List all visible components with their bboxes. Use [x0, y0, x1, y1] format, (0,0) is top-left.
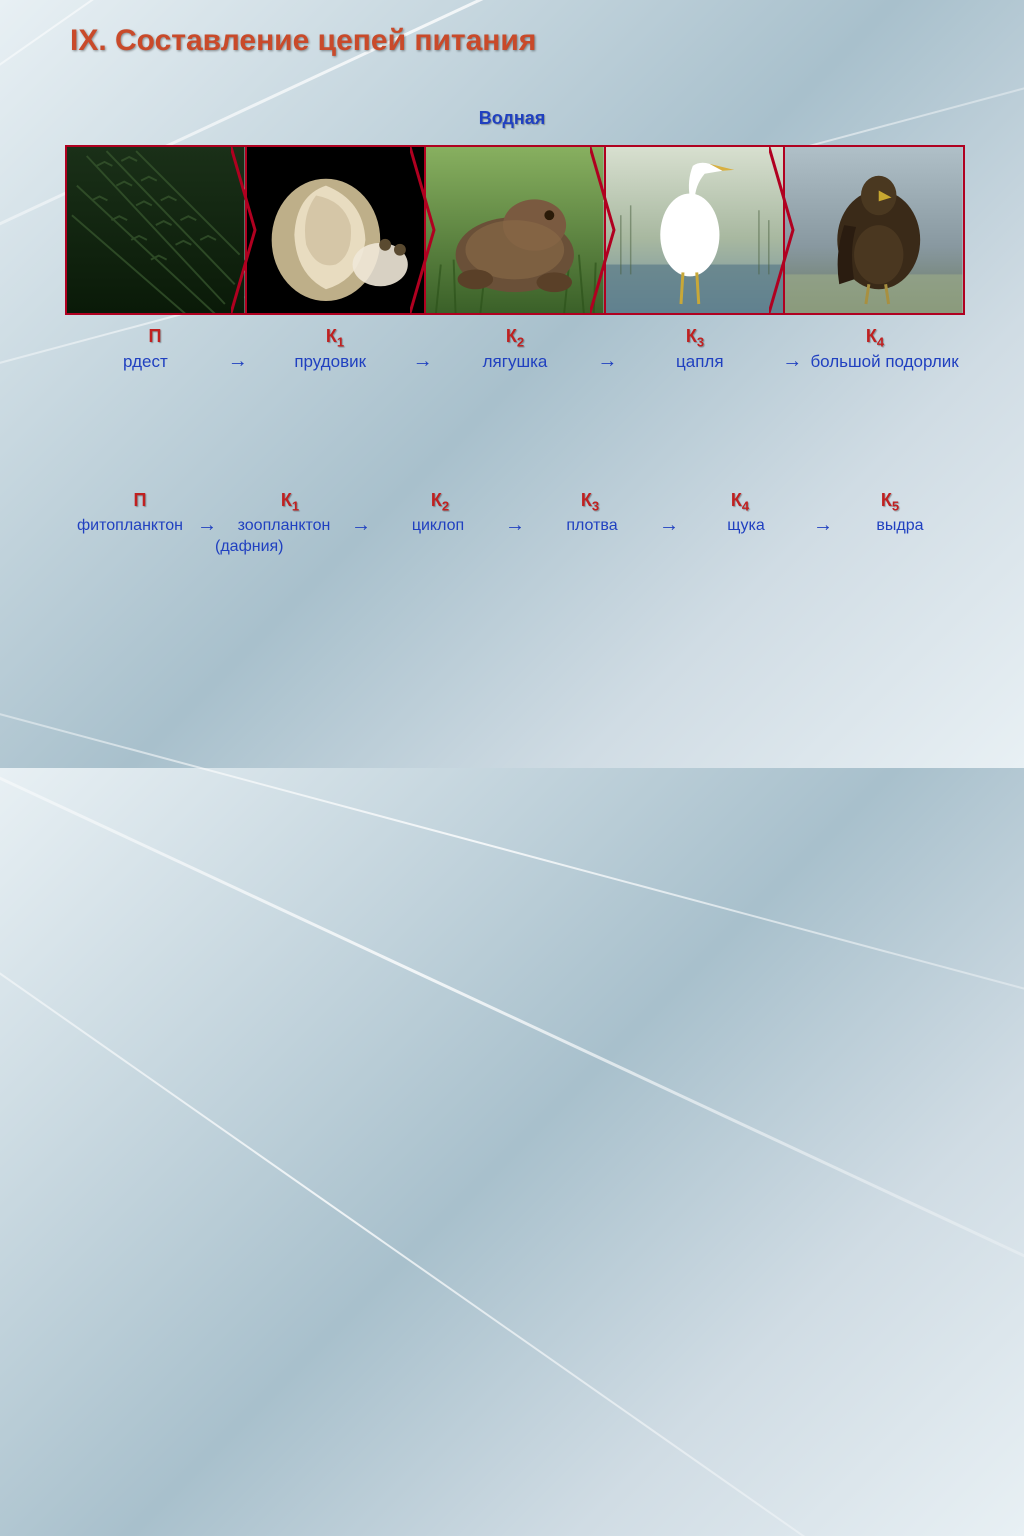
- chain1-roles-row: ПК1К2К3К4: [65, 326, 965, 350]
- trophic-role-label: К3: [515, 490, 665, 514]
- organism-name: плотва: [527, 517, 657, 535]
- arrow-icon: →: [503, 514, 527, 537]
- bg-streak: [0, 576, 1024, 1108]
- chain1-names-row: рдест→прудовик→лягушка→цапля→большой под…: [65, 350, 965, 373]
- organism-name: большой подорлик: [804, 352, 965, 372]
- organism-name: зоопланктон: [219, 517, 349, 535]
- arrow-icon: →: [411, 350, 435, 373]
- organism-name: фитопланктон: [65, 517, 195, 535]
- trophic-role-label: П: [65, 490, 215, 514]
- bg-streak: [0, 615, 1024, 1536]
- frog-image: [426, 147, 606, 313]
- heron-image: [606, 147, 786, 313]
- arrow-icon: →: [349, 514, 373, 537]
- arrow-icon: →: [657, 514, 681, 537]
- arrow-icon: →: [811, 514, 835, 537]
- organism-name: рдест: [65, 352, 226, 372]
- organism-name: щука: [681, 517, 811, 535]
- trophic-role-label: К1: [245, 326, 425, 350]
- snail-image: [247, 147, 427, 313]
- trophic-role-label: К2: [425, 326, 605, 350]
- eagle-image: [785, 147, 963, 313]
- trophic-role-label: К1: [215, 490, 365, 514]
- pondweed-image: [67, 147, 247, 313]
- organism-name: циклоп: [373, 517, 503, 535]
- slide-subtitle: Водная: [0, 108, 1024, 129]
- chain2-sublabel: (дафния): [215, 538, 284, 556]
- trophic-role-label: П: [65, 326, 245, 350]
- bg-streak: [0, 538, 1024, 1406]
- arrow-icon: →: [595, 350, 619, 373]
- arrow-icon: →: [226, 350, 250, 373]
- trophic-role-label: К5: [815, 490, 965, 514]
- slide-title: IX. Составление цепей питания: [70, 24, 536, 58]
- organism-name: цапля: [619, 352, 780, 372]
- trophic-role-label: К4: [665, 490, 815, 514]
- organism-name: лягушка: [435, 352, 596, 372]
- trophic-role-label: К4: [785, 326, 965, 350]
- organism-name: выдра: [835, 517, 965, 535]
- trophic-role-label: К2: [365, 490, 515, 514]
- arrow-icon: →: [780, 350, 804, 373]
- arrow-icon: →: [195, 514, 219, 537]
- chain2-roles-row: ПК1К2К3К4К5: [65, 490, 965, 514]
- trophic-role-label: К3: [605, 326, 785, 350]
- organism-name: прудовик: [250, 352, 411, 372]
- food-chain-image-row: [65, 145, 965, 315]
- chain2-names-row: фитопланктон→зоопланктон→циклоп→плотва→щ…: [65, 514, 965, 537]
